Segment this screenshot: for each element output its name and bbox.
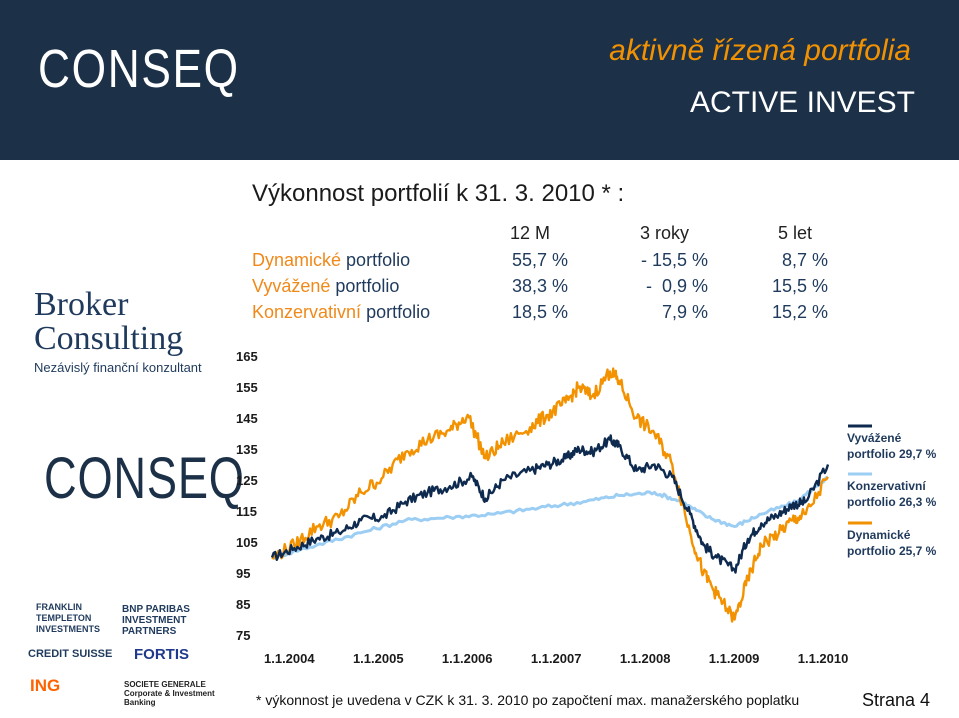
conseq-logo-sidebar: CONSEQ: [44, 446, 245, 511]
x-tick-label: 1.1.2007: [531, 651, 582, 666]
row-label-conservative-b: portfolio: [366, 302, 431, 322]
legend-label-detail: portfolio 29,7 %: [847, 447, 937, 461]
row-label-balanced: Vyvážené portfolio: [252, 276, 399, 297]
y-axis-ticks: 75 85 95 105 115 125 135 145 155 165: [236, 349, 258, 643]
partner-societe-generale: SOCIETE GENERALE Corporate & Investment …: [124, 680, 215, 707]
col-header-5y: 5 let: [778, 223, 813, 243]
x-tick-label: 1.1.2005: [353, 651, 404, 666]
chart-legend: Vyvážené portfolio 29,7 % Konzervativní por…: [847, 424, 937, 558]
tagline-czech: aktivně řízená portfolia: [609, 34, 911, 67]
series-line: [271, 367, 829, 623]
conseq-logo: CONSEQ: [38, 39, 240, 99]
col-header-12m: 12 M: [510, 223, 551, 243]
broker-tagline: Nezávislý finanční konzultant: [34, 360, 202, 375]
y-tick-label: 75: [236, 628, 250, 643]
series-line: [271, 475, 829, 560]
series-lines: [270, 367, 830, 623]
cell-conservative-5y: 15,2 %: [771, 302, 828, 322]
cell-dynamic-5y: 8,7 %: [781, 250, 828, 270]
cell-conservative-12m: 18,5 %: [511, 302, 568, 322]
broker-consulting-wordmark: Broker Consulting: [34, 286, 184, 357]
cell-balanced-5y: 15,5 %: [771, 276, 828, 296]
y-tick-label: 165: [236, 349, 258, 364]
legend-label: Konzervativní: [847, 479, 926, 493]
partner-franklin-templeton: FRANKLIN TEMPLETON INVESTMENTS: [36, 602, 101, 634]
legend-label-detail: portfolio 25,7 %: [847, 544, 937, 558]
x-tick-label: 1.1.2006: [442, 651, 493, 666]
y-tick-label: 95: [236, 566, 250, 581]
partner-bnp-paribas: BNP PARIBAS INVESTMENT PARTNERS: [122, 604, 190, 637]
partner-credit-suisse: CREDIT SUISSE: [28, 648, 113, 660]
y-tick-label: 105: [236, 535, 258, 550]
legend-label: Vyvážené: [847, 431, 902, 445]
cell-dynamic-12m: 55,7 %: [511, 250, 568, 270]
page-number: Strana 4: [862, 690, 931, 710]
main-content: [232, 160, 959, 718]
row-label-conservative-a: Konzervativní: [252, 302, 362, 322]
x-tick-label: 1.1.2004: [264, 651, 315, 666]
series-line: [270, 434, 830, 574]
y-tick-label: 155: [236, 380, 258, 395]
footnote: * výkonnost je uvedena v CZK k 31. 3. 20…: [256, 692, 800, 708]
partner-ing: ING: [30, 676, 61, 695]
cell-dynamic-3y: - 15,5 %: [640, 250, 708, 270]
cell-balanced-3y: - 0,9 %: [645, 276, 708, 296]
tagline-english: ACTIVE INVEST: [689, 86, 915, 119]
row-label-balanced-b: portfolio: [335, 276, 400, 296]
y-tick-label: 135: [236, 442, 258, 457]
cell-balanced-12m: 38,3 %: [511, 276, 568, 296]
x-tick-label: 1.1.2010: [798, 651, 849, 666]
x-tick-label: 1.1.2008: [620, 651, 671, 666]
y-tick-label: 115: [236, 504, 257, 519]
left-sidebar: [0, 160, 232, 718]
col-header-3y: 3 roky: [640, 223, 690, 243]
x-axis-ticks: 1.1.2004 1.1.2005 1.1.2006 1.1.2007 1.1.2008…: [264, 651, 848, 666]
performance-title: Výkonnost portfolií k 31. 3. 2010 * :: [252, 180, 625, 207]
y-tick-label: 145: [236, 411, 258, 426]
legend-label: Dynamické: [847, 528, 911, 542]
row-label-balanced-a: Vyvážené: [252, 276, 331, 296]
x-tick-label: 1.1.2009: [709, 651, 760, 666]
header-bar: CONSEQ aktivně řízená portfolia ACTIVE I…: [0, 0, 959, 160]
cell-conservative-3y: 7,9 %: [661, 302, 708, 322]
row-label-dynamic-b: portfolio: [346, 250, 411, 270]
row-label-dynamic-a: Dynamické: [252, 250, 342, 270]
broker-consulting-logo: Broker Consulting Nezávislý finanční kon…: [34, 286, 212, 376]
row-label-conservative: Konzervativní portfolio: [252, 302, 430, 323]
row-label-dynamic: Dynamické portfolio: [252, 250, 410, 271]
y-tick-label: 125: [236, 473, 258, 488]
y-tick-label: 85: [236, 597, 250, 612]
partner-fortis: FORTIS: [134, 646, 189, 663]
legend-label-detail: portfolio 26,3 %: [847, 495, 937, 509]
